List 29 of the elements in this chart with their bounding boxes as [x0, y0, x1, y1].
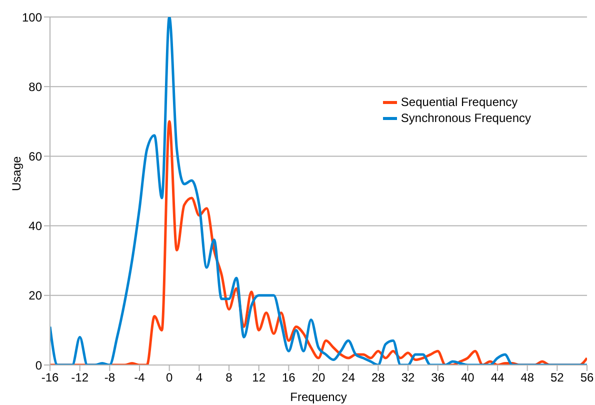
x-tick-label: 24: [342, 370, 356, 385]
x-tick-label: 16: [282, 370, 296, 385]
y-tick-label: 80: [28, 80, 42, 94]
x-tick-label: -4: [134, 370, 146, 385]
x-tick-label: 32: [401, 370, 415, 385]
x-tick-label: 52: [550, 370, 564, 385]
x-tick-label: 28: [371, 370, 386, 385]
legend-label: Synchronous Frequency: [400, 110, 531, 126]
x-tick-label: -12: [71, 370, 89, 385]
x-tick-label: 0: [166, 370, 173, 385]
x-tick-label: 12: [252, 370, 266, 385]
x-tick-label: 36: [431, 370, 445, 385]
x-tick-label: 44: [490, 370, 504, 385]
x-tick-label: 20: [312, 370, 326, 385]
x-tick-label: -8: [104, 370, 116, 385]
legend-label: Sequential Frequency: [400, 94, 518, 110]
x-tick-label: 56: [580, 370, 594, 385]
x-tick-label: -16: [41, 370, 59, 385]
x-tick-label: 40: [460, 370, 475, 385]
x-tick-label: 48: [520, 370, 534, 385]
x-axis-title: Frequency: [290, 390, 347, 404]
x-tick-label: 4: [196, 370, 203, 385]
y-axis-title: Usage: [9, 156, 24, 191]
y-tick-label: 40: [28, 219, 42, 234]
y-tick-label: 0: [35, 358, 42, 372]
y-tick-label: 60: [28, 149, 42, 164]
x-tick-label: 8: [226, 370, 233, 385]
y-tick-label: 100: [22, 10, 42, 24]
y-tick-label: 20: [28, 288, 42, 303]
